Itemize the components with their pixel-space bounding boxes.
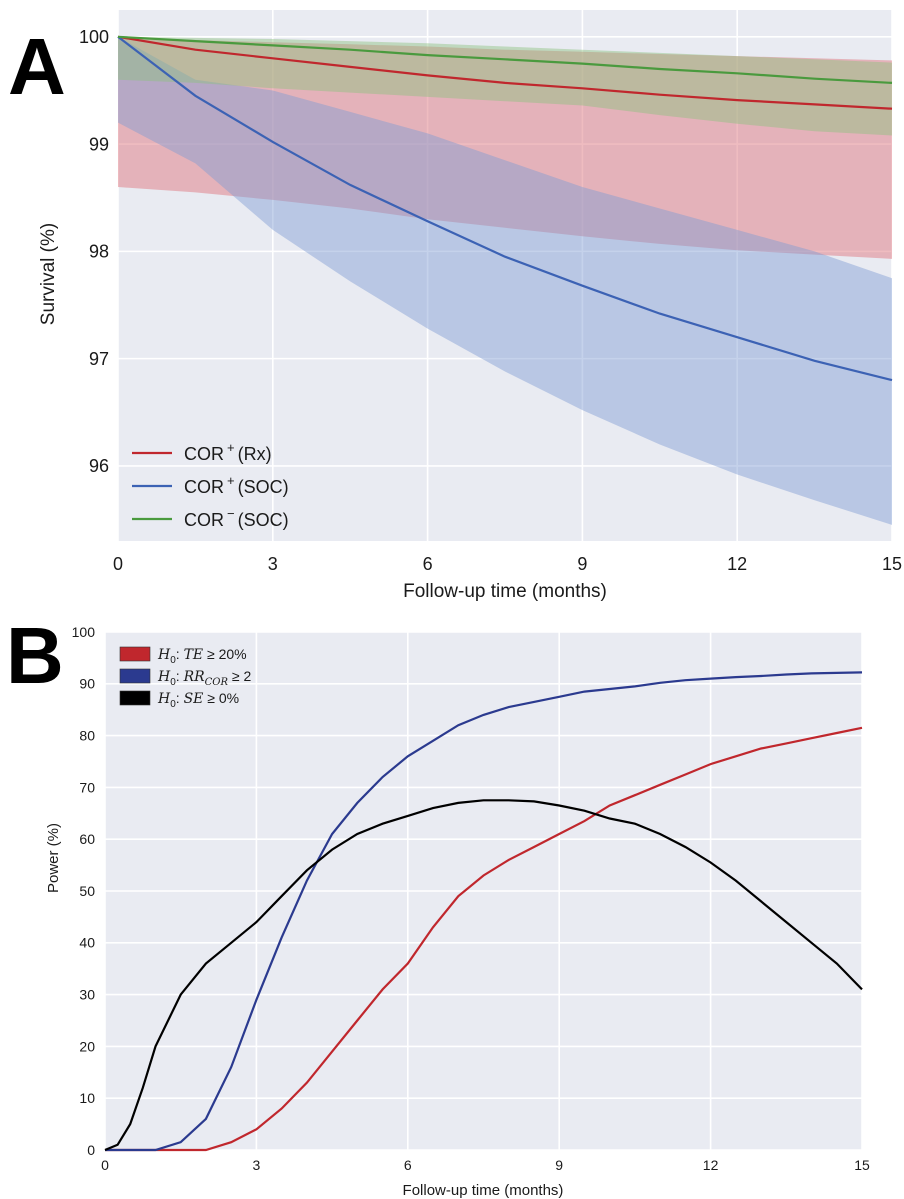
y-tick-label: 90 <box>79 676 95 692</box>
y-tick-label: 80 <box>79 728 95 744</box>
y-tick-label: 20 <box>79 1038 95 1054</box>
y-tick-label: 50 <box>79 883 95 899</box>
panel-b-x-axis-label: Follow-up time (months) <box>403 1182 564 1199</box>
legend-label: H0: TE ≥ 20% <box>157 646 247 666</box>
legend-swatch <box>119 690 151 706</box>
legend-label: H0: RRCOR ≥ 2 <box>157 668 252 688</box>
y-tick-label: 40 <box>79 935 95 951</box>
y-tick-label: 96 <box>89 456 109 476</box>
y-tick-label: 10 <box>79 1090 95 1106</box>
panel-b-letter: B <box>6 611 64 700</box>
panel-b-chart: B 0 3 6 9 12 15 0 10 20 30 40 50 60 70 80 90 100 H0: TE … <box>6 611 870 1199</box>
x-tick-label: 9 <box>577 554 587 574</box>
panel-a-letter: A <box>8 22 66 111</box>
panel-a-series-lines <box>117 35 893 382</box>
x-tick-label: 3 <box>268 554 278 574</box>
panel-a-tick-labels: 0 3 6 9 12 15 96 97 98 99 100 <box>79 27 902 574</box>
legend-label: COR + (SOC) <box>184 473 289 497</box>
series-line <box>104 799 863 1152</box>
series-line <box>105 726 863 1152</box>
y-tick-label: 70 <box>79 779 95 795</box>
panel-a-y-axis-label: Survival (%) <box>38 223 59 325</box>
x-tick-label: 12 <box>703 1157 719 1173</box>
confidence-band <box>118 36 892 525</box>
x-tick-label: 9 <box>555 1157 563 1173</box>
legend-swatch <box>119 646 151 662</box>
x-tick-label: 6 <box>404 1157 412 1173</box>
y-tick-label: 98 <box>89 242 109 262</box>
x-tick-label: 0 <box>101 1157 109 1173</box>
panel-b-series-lines <box>104 671 863 1152</box>
series-line <box>117 35 893 382</box>
legend-label: H0: SE ≥ 0% <box>157 690 239 710</box>
y-tick-label: 99 <box>89 134 109 154</box>
panel-b-y-axis-label: Power (%) <box>45 823 62 893</box>
y-tick-label: 97 <box>89 349 109 369</box>
x-tick-label: 6 <box>423 554 433 574</box>
y-tick-label: 60 <box>79 831 95 847</box>
x-tick-label: 12 <box>727 554 747 574</box>
panel-a-x-axis-label: Follow-up time (months) <box>403 581 607 602</box>
series-line <box>117 35 893 110</box>
confidence-band <box>118 36 892 259</box>
y-tick-label: 100 <box>72 624 96 640</box>
panel-b-tick-labels: 0 3 6 9 12 15 0 10 20 30 40 50 60 70 80 90 100 <box>72 624 870 1173</box>
legend-label: COR − (SOC) <box>184 506 289 530</box>
panel-b-legend: H0: TE ≥ 20%H0: RRCOR ≥ 2H0: SE ≥ 0% <box>119 646 252 710</box>
y-tick-label: 30 <box>79 987 95 1003</box>
x-tick-label: 0 <box>113 554 123 574</box>
series-line <box>105 671 863 1152</box>
panel-a-confidence-bands <box>118 36 892 525</box>
series-line <box>117 35 893 84</box>
x-tick-label: 15 <box>882 554 902 574</box>
legend-label: COR + (Rx) <box>184 440 272 464</box>
panel-a-legend: COR + (Rx) COR + (SOC) COR − (SOC) <box>132 440 289 530</box>
y-tick-label: 100 <box>79 27 109 47</box>
legend-swatch <box>119 668 151 684</box>
x-tick-label: 3 <box>253 1157 261 1173</box>
confidence-band <box>118 36 892 136</box>
y-tick-label: 0 <box>87 1142 95 1158</box>
x-tick-label: 15 <box>854 1157 870 1173</box>
